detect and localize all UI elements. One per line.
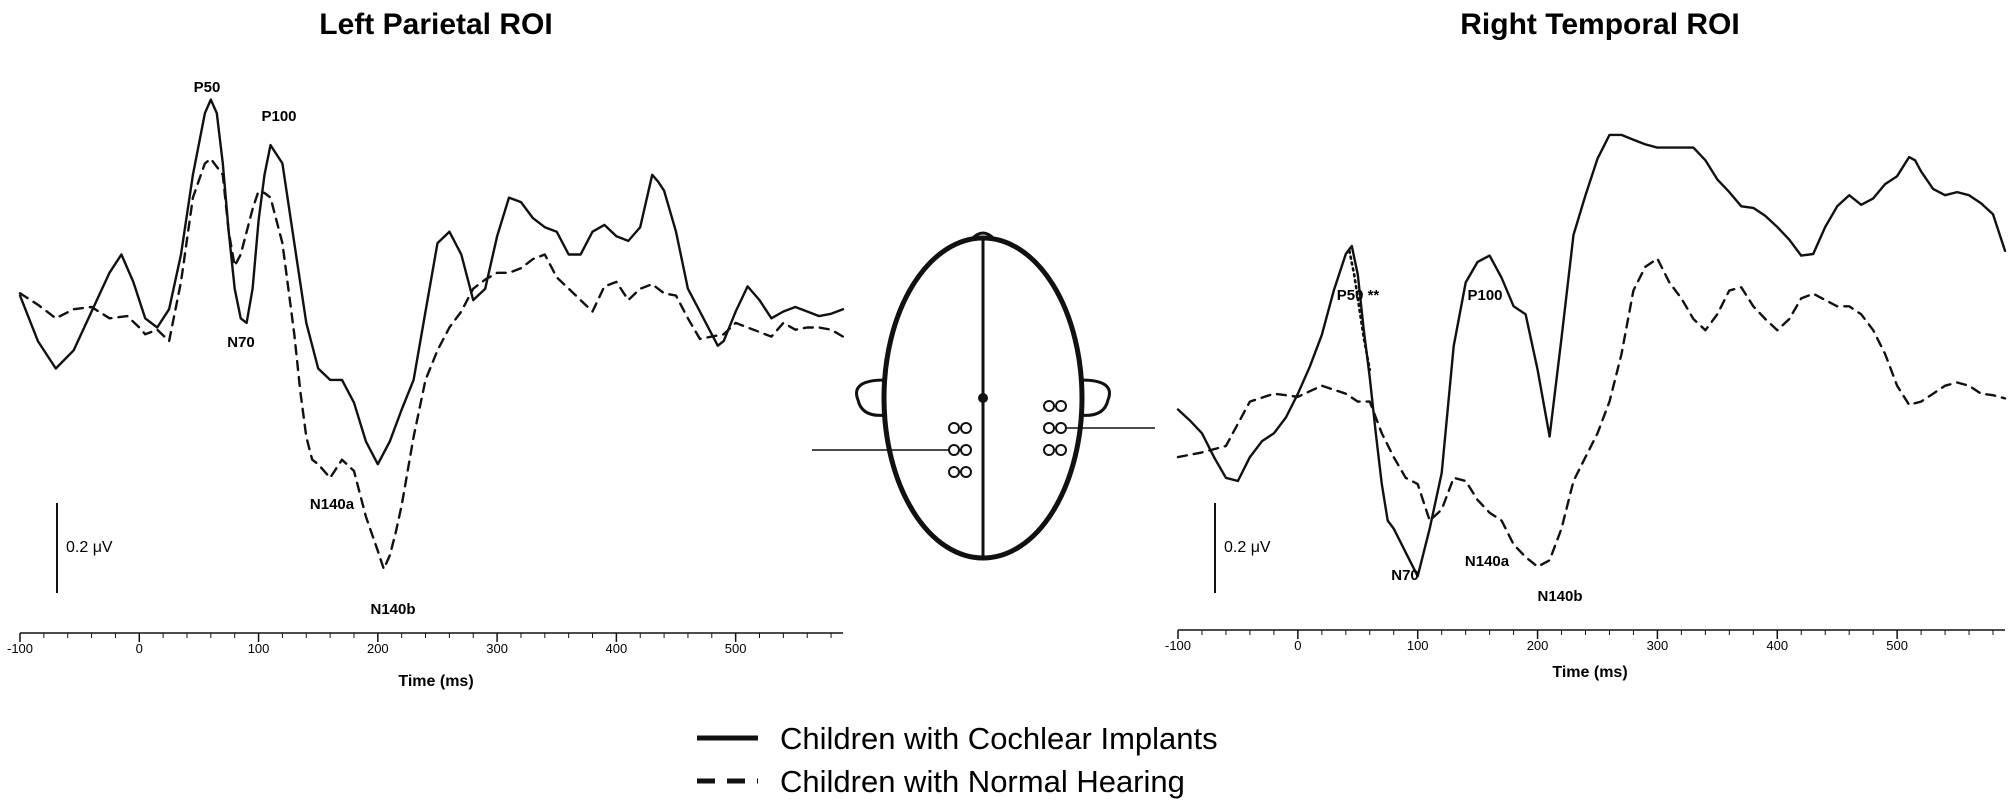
x-tick-label: 0: [136, 641, 143, 656]
left-peak-label-p100: P100: [261, 108, 296, 125]
legend: Children with Cochlear Implants Children…: [697, 721, 1218, 799]
left-scale-bar: 0.2 μV: [56, 503, 113, 593]
x-tick-label: 100: [248, 641, 270, 656]
right-x-axis: -100 0 100 200 300 400 500: [1165, 629, 2005, 653]
panel-left-parietal: Left Parietal ROI -100 0 100 200 300 400 500 0…: [7, 8, 845, 690]
x-tick-label: -100: [1165, 638, 1191, 653]
right-peak-label-n140b: N140b: [1537, 588, 1582, 605]
panel-right-temporal: Right Temporal ROI -100 0 100 200 300 400 500 …: [1165, 8, 2007, 681]
x-tick-label: -100: [7, 641, 33, 656]
left-electrode-cluster: [948, 422, 972, 478]
left-ear: [855, 378, 888, 417]
x-tick-label: 100: [1407, 638, 1429, 653]
left-peak-label-p50: P50: [194, 79, 221, 96]
right-electrode-cluster: [1043, 400, 1067, 456]
series-line-dashed: [1176, 257, 2007, 568]
right-peak-label-n70: N70: [1391, 567, 1419, 584]
series-line-solid: [18, 98, 845, 466]
right-scale-bar: 0.2 μV: [1214, 503, 1271, 593]
x-tick-label: 500: [1886, 638, 1908, 653]
x-tick-label: 200: [1527, 638, 1549, 653]
right-scale-label: 0.2 μV: [1224, 539, 1271, 556]
right-panel-title: Right Temporal ROI: [1460, 8, 1739, 41]
left-series-layer: [18, 98, 845, 571]
left-peak-label-n140b: N140b: [370, 601, 415, 618]
vertex-electrode: [978, 393, 988, 403]
left-x-axis-label: Time (ms): [398, 673, 473, 690]
legend-label-normal-hearing: Children with Normal Hearing: [780, 764, 1185, 799]
left-peak-label-n140a: N140a: [310, 496, 355, 513]
x-tick-label: 300: [1647, 638, 1669, 653]
nose-mark: [969, 231, 997, 242]
x-tick-label: 0: [1294, 638, 1301, 653]
left-panel-title: Left Parietal ROI: [319, 8, 552, 41]
right-series-layer: [1176, 133, 2007, 578]
series-line-solid: [1176, 133, 2007, 578]
right-peak-label-n140a: N140a: [1465, 553, 1510, 570]
x-tick-label: 500: [725, 641, 747, 656]
x-tick-label: 200: [367, 641, 389, 656]
left-peak-label-n70: N70: [227, 334, 255, 351]
x-tick-label: 400: [1766, 638, 1788, 653]
legend-label-cochlear-implants: Children with Cochlear Implants: [780, 721, 1218, 756]
right-peak-label-p100: P100: [1467, 287, 1502, 304]
series-line-dashed: [18, 157, 845, 571]
right-x-axis-label: Time (ms): [1552, 664, 1627, 681]
right-ear: [1078, 378, 1111, 417]
x-tick-label: 300: [486, 641, 508, 656]
left-x-axis: -100 0 100 200 300 400 500: [7, 632, 843, 656]
series-line-dotted: [1348, 249, 1372, 372]
left-scale-label: 0.2 μV: [66, 539, 113, 556]
x-tick-label: 400: [606, 641, 628, 656]
electrode-head-map: [812, 231, 1155, 561]
right-peak-label-p50: P50 **: [1337, 287, 1380, 304]
